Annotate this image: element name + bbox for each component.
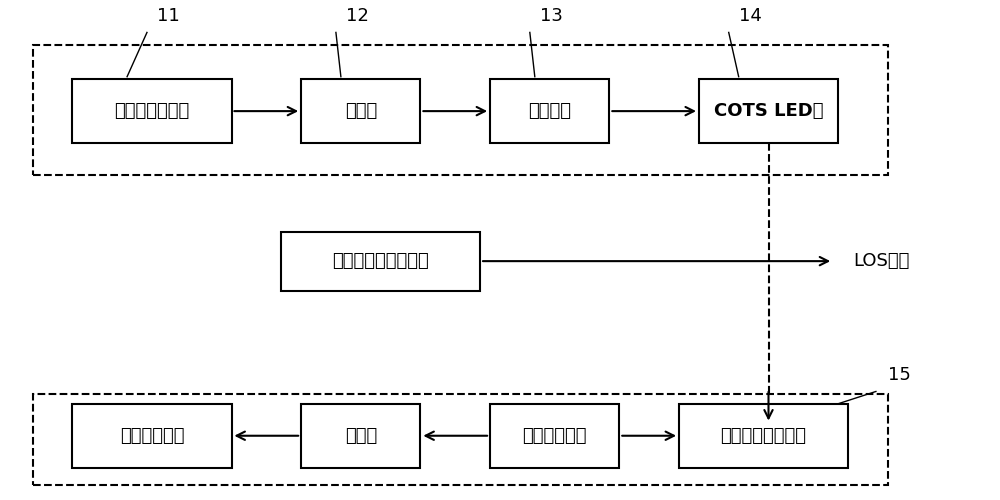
FancyBboxPatch shape xyxy=(490,404,619,468)
Text: 12: 12 xyxy=(346,7,369,25)
Text: LOS信道: LOS信道 xyxy=(853,252,909,270)
FancyBboxPatch shape xyxy=(490,79,609,143)
Text: 背景太阳能辐射噪声: 背景太阳能辐射噪声 xyxy=(332,252,429,270)
Text: 调制器: 调制器 xyxy=(345,102,377,120)
Text: 待传输的信息源: 待传输的信息源 xyxy=(114,102,190,120)
FancyBboxPatch shape xyxy=(679,404,848,468)
Bar xyxy=(33,394,888,485)
FancyBboxPatch shape xyxy=(699,79,838,143)
FancyBboxPatch shape xyxy=(301,79,420,143)
FancyBboxPatch shape xyxy=(72,79,232,143)
Text: 15: 15 xyxy=(888,366,911,384)
Text: 11: 11 xyxy=(157,7,180,25)
Text: 解调器: 解调器 xyxy=(345,426,377,444)
FancyBboxPatch shape xyxy=(72,404,232,468)
Text: 接收到的信息: 接收到的信息 xyxy=(120,426,184,444)
Text: 光驱动器: 光驱动器 xyxy=(528,102,571,120)
FancyBboxPatch shape xyxy=(301,404,420,468)
Text: 滤波、放大器: 滤波、放大器 xyxy=(522,426,587,444)
Text: COTS LED灯: COTS LED灯 xyxy=(714,102,823,120)
Text: 光电二极管检测器: 光电二极管检测器 xyxy=(721,426,807,444)
Text: 13: 13 xyxy=(540,7,563,25)
FancyBboxPatch shape xyxy=(281,232,480,290)
Text: 14: 14 xyxy=(739,7,762,25)
Bar xyxy=(33,44,888,175)
